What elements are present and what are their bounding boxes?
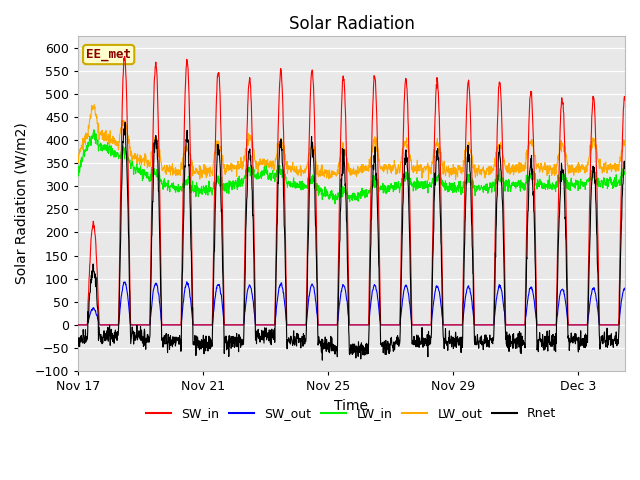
Text: EE_met: EE_met bbox=[86, 48, 131, 61]
Title: Solar Radiation: Solar Radiation bbox=[289, 15, 415, 33]
Y-axis label: Solar Radiation (W/m2): Solar Radiation (W/m2) bbox=[15, 123, 29, 285]
Legend: SW_in, SW_out, LW_in, LW_out, Rnet: SW_in, SW_out, LW_in, LW_out, Rnet bbox=[141, 402, 561, 425]
X-axis label: Time: Time bbox=[335, 399, 369, 413]
